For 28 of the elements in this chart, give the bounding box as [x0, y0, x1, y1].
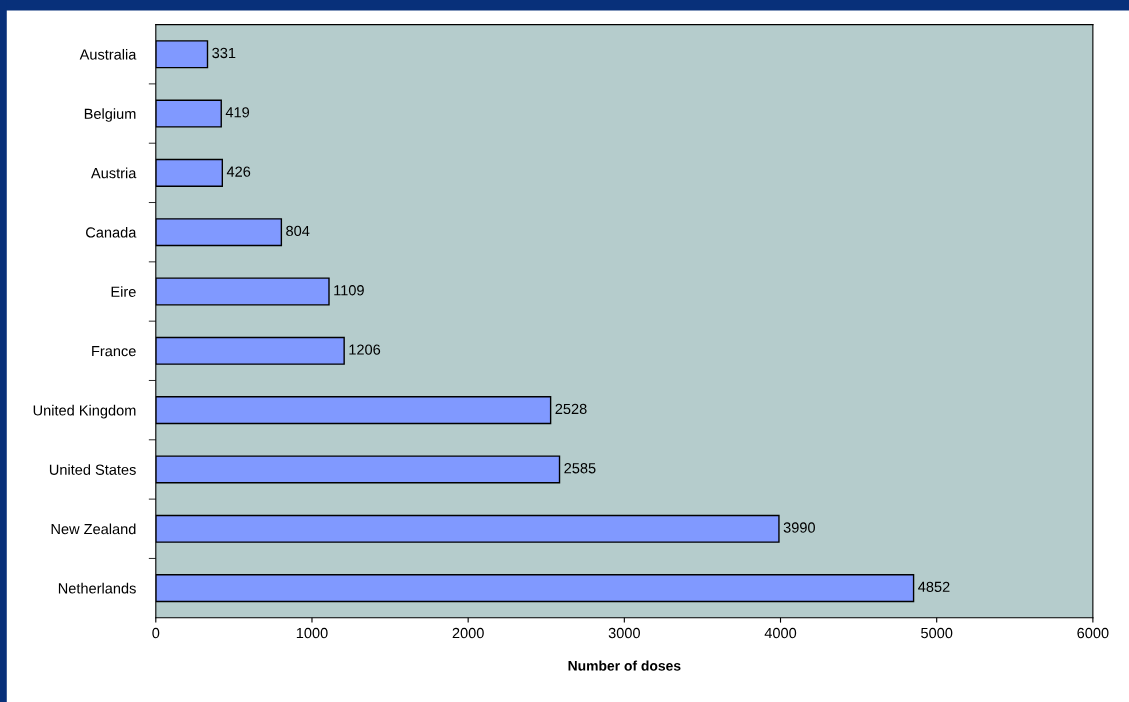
y-tick-label: Netherlands	[58, 582, 136, 594]
y-tick-label: Belgium	[84, 108, 136, 122]
x-tick-label: 5000	[921, 627, 953, 639]
y-tick-label: France	[92, 346, 136, 357]
x-tick-label: 6000	[1077, 627, 1109, 639]
x-tick-label: 0	[152, 627, 160, 639]
y-tick-label: United Kingdom	[33, 404, 136, 419]
data-label: 1109	[334, 285, 364, 296]
x-axis-title: Number of doses	[568, 660, 681, 671]
y-tick-label: Canada	[86, 226, 137, 238]
data-label: 419	[225, 107, 250, 118]
y-tick-label: New Zealand	[51, 523, 136, 535]
data-label: 1206	[349, 344, 381, 355]
data-label: 804	[286, 225, 310, 237]
data-label: 2528	[555, 403, 587, 415]
data-label: 2585	[564, 463, 596, 474]
x-tick-label: 1000	[296, 627, 328, 639]
x-tick-label: 4000	[764, 627, 797, 639]
y-tick-label: Australia	[79, 48, 137, 60]
data-label: 331	[212, 47, 236, 59]
data-label: 4852	[918, 581, 950, 593]
y-tick-label: United States	[49, 464, 136, 475]
x-tick-label: 3000	[608, 627, 640, 639]
y-tick-label: Eire	[111, 286, 136, 297]
data-label: 426	[226, 166, 251, 177]
y-tick-label: Austria	[91, 167, 137, 179]
x-tick-label: 2000	[452, 627, 484, 639]
data-label: 3990	[783, 522, 815, 533]
